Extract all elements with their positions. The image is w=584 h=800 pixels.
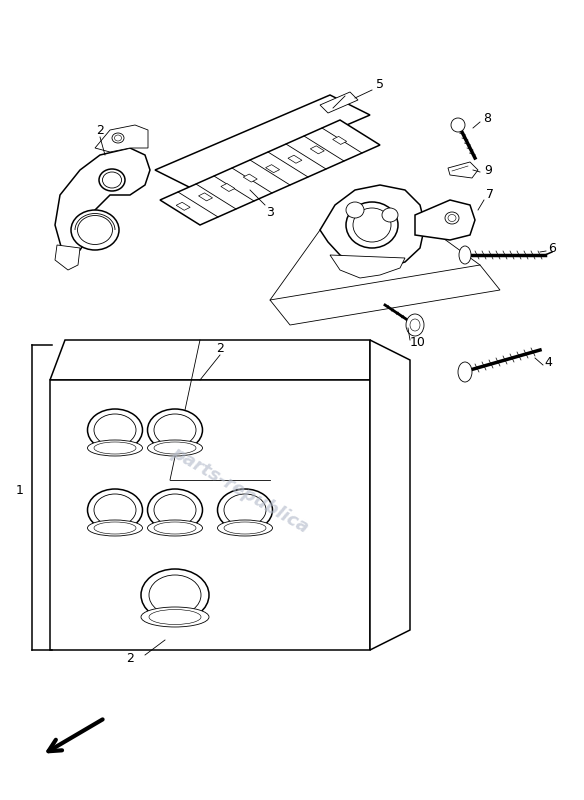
Ellipse shape (448, 214, 456, 222)
Ellipse shape (154, 442, 196, 454)
Polygon shape (176, 202, 190, 210)
Ellipse shape (99, 169, 125, 191)
Ellipse shape (71, 210, 119, 250)
Circle shape (451, 118, 465, 132)
Polygon shape (50, 340, 370, 380)
Ellipse shape (217, 489, 273, 531)
Ellipse shape (88, 440, 142, 456)
Ellipse shape (141, 607, 209, 627)
Ellipse shape (103, 172, 121, 188)
Polygon shape (199, 193, 213, 201)
Polygon shape (330, 255, 405, 278)
Ellipse shape (88, 520, 142, 536)
Ellipse shape (217, 520, 273, 536)
Polygon shape (333, 137, 347, 145)
Text: 2: 2 (216, 342, 224, 354)
Polygon shape (160, 120, 380, 225)
Text: 10: 10 (410, 335, 426, 349)
Ellipse shape (78, 215, 113, 245)
Polygon shape (55, 148, 150, 250)
Ellipse shape (148, 489, 203, 531)
Polygon shape (55, 245, 80, 270)
Text: 7: 7 (486, 189, 494, 202)
Polygon shape (288, 155, 302, 163)
Polygon shape (448, 162, 478, 178)
Ellipse shape (149, 575, 201, 615)
Text: 3: 3 (266, 206, 274, 218)
Polygon shape (266, 165, 280, 173)
Ellipse shape (141, 569, 209, 621)
Polygon shape (95, 125, 148, 152)
Ellipse shape (346, 202, 398, 248)
Text: 1: 1 (16, 483, 24, 497)
Ellipse shape (114, 135, 121, 141)
Polygon shape (221, 183, 235, 191)
Ellipse shape (458, 362, 472, 382)
Text: 6: 6 (548, 242, 556, 254)
Ellipse shape (410, 319, 420, 331)
Polygon shape (243, 174, 257, 182)
Ellipse shape (148, 409, 203, 451)
Ellipse shape (224, 522, 266, 534)
Ellipse shape (224, 494, 266, 526)
Text: parts-republica: parts-republica (168, 443, 312, 537)
Ellipse shape (353, 208, 391, 242)
Text: 8: 8 (483, 111, 491, 125)
Ellipse shape (445, 212, 459, 224)
Polygon shape (310, 146, 324, 154)
Text: 4: 4 (544, 355, 552, 369)
Polygon shape (370, 340, 410, 650)
Polygon shape (50, 380, 370, 650)
Ellipse shape (94, 522, 136, 534)
Ellipse shape (94, 494, 136, 526)
Polygon shape (320, 185, 425, 268)
Polygon shape (270, 265, 500, 325)
Ellipse shape (94, 442, 136, 454)
Ellipse shape (148, 440, 203, 456)
Text: 2: 2 (96, 123, 104, 137)
Ellipse shape (154, 414, 196, 446)
Ellipse shape (88, 409, 142, 451)
Ellipse shape (406, 314, 424, 336)
Ellipse shape (154, 494, 196, 526)
Text: 2: 2 (126, 651, 134, 665)
Ellipse shape (112, 133, 124, 143)
Ellipse shape (148, 520, 203, 536)
Ellipse shape (88, 489, 142, 531)
Polygon shape (320, 92, 358, 113)
Text: 9: 9 (484, 163, 492, 177)
Ellipse shape (154, 522, 196, 534)
Ellipse shape (149, 610, 201, 625)
Polygon shape (415, 200, 475, 240)
Text: 5: 5 (376, 78, 384, 91)
Polygon shape (155, 95, 370, 190)
Ellipse shape (94, 414, 136, 446)
Ellipse shape (346, 202, 364, 218)
Ellipse shape (459, 246, 471, 264)
Ellipse shape (382, 208, 398, 222)
